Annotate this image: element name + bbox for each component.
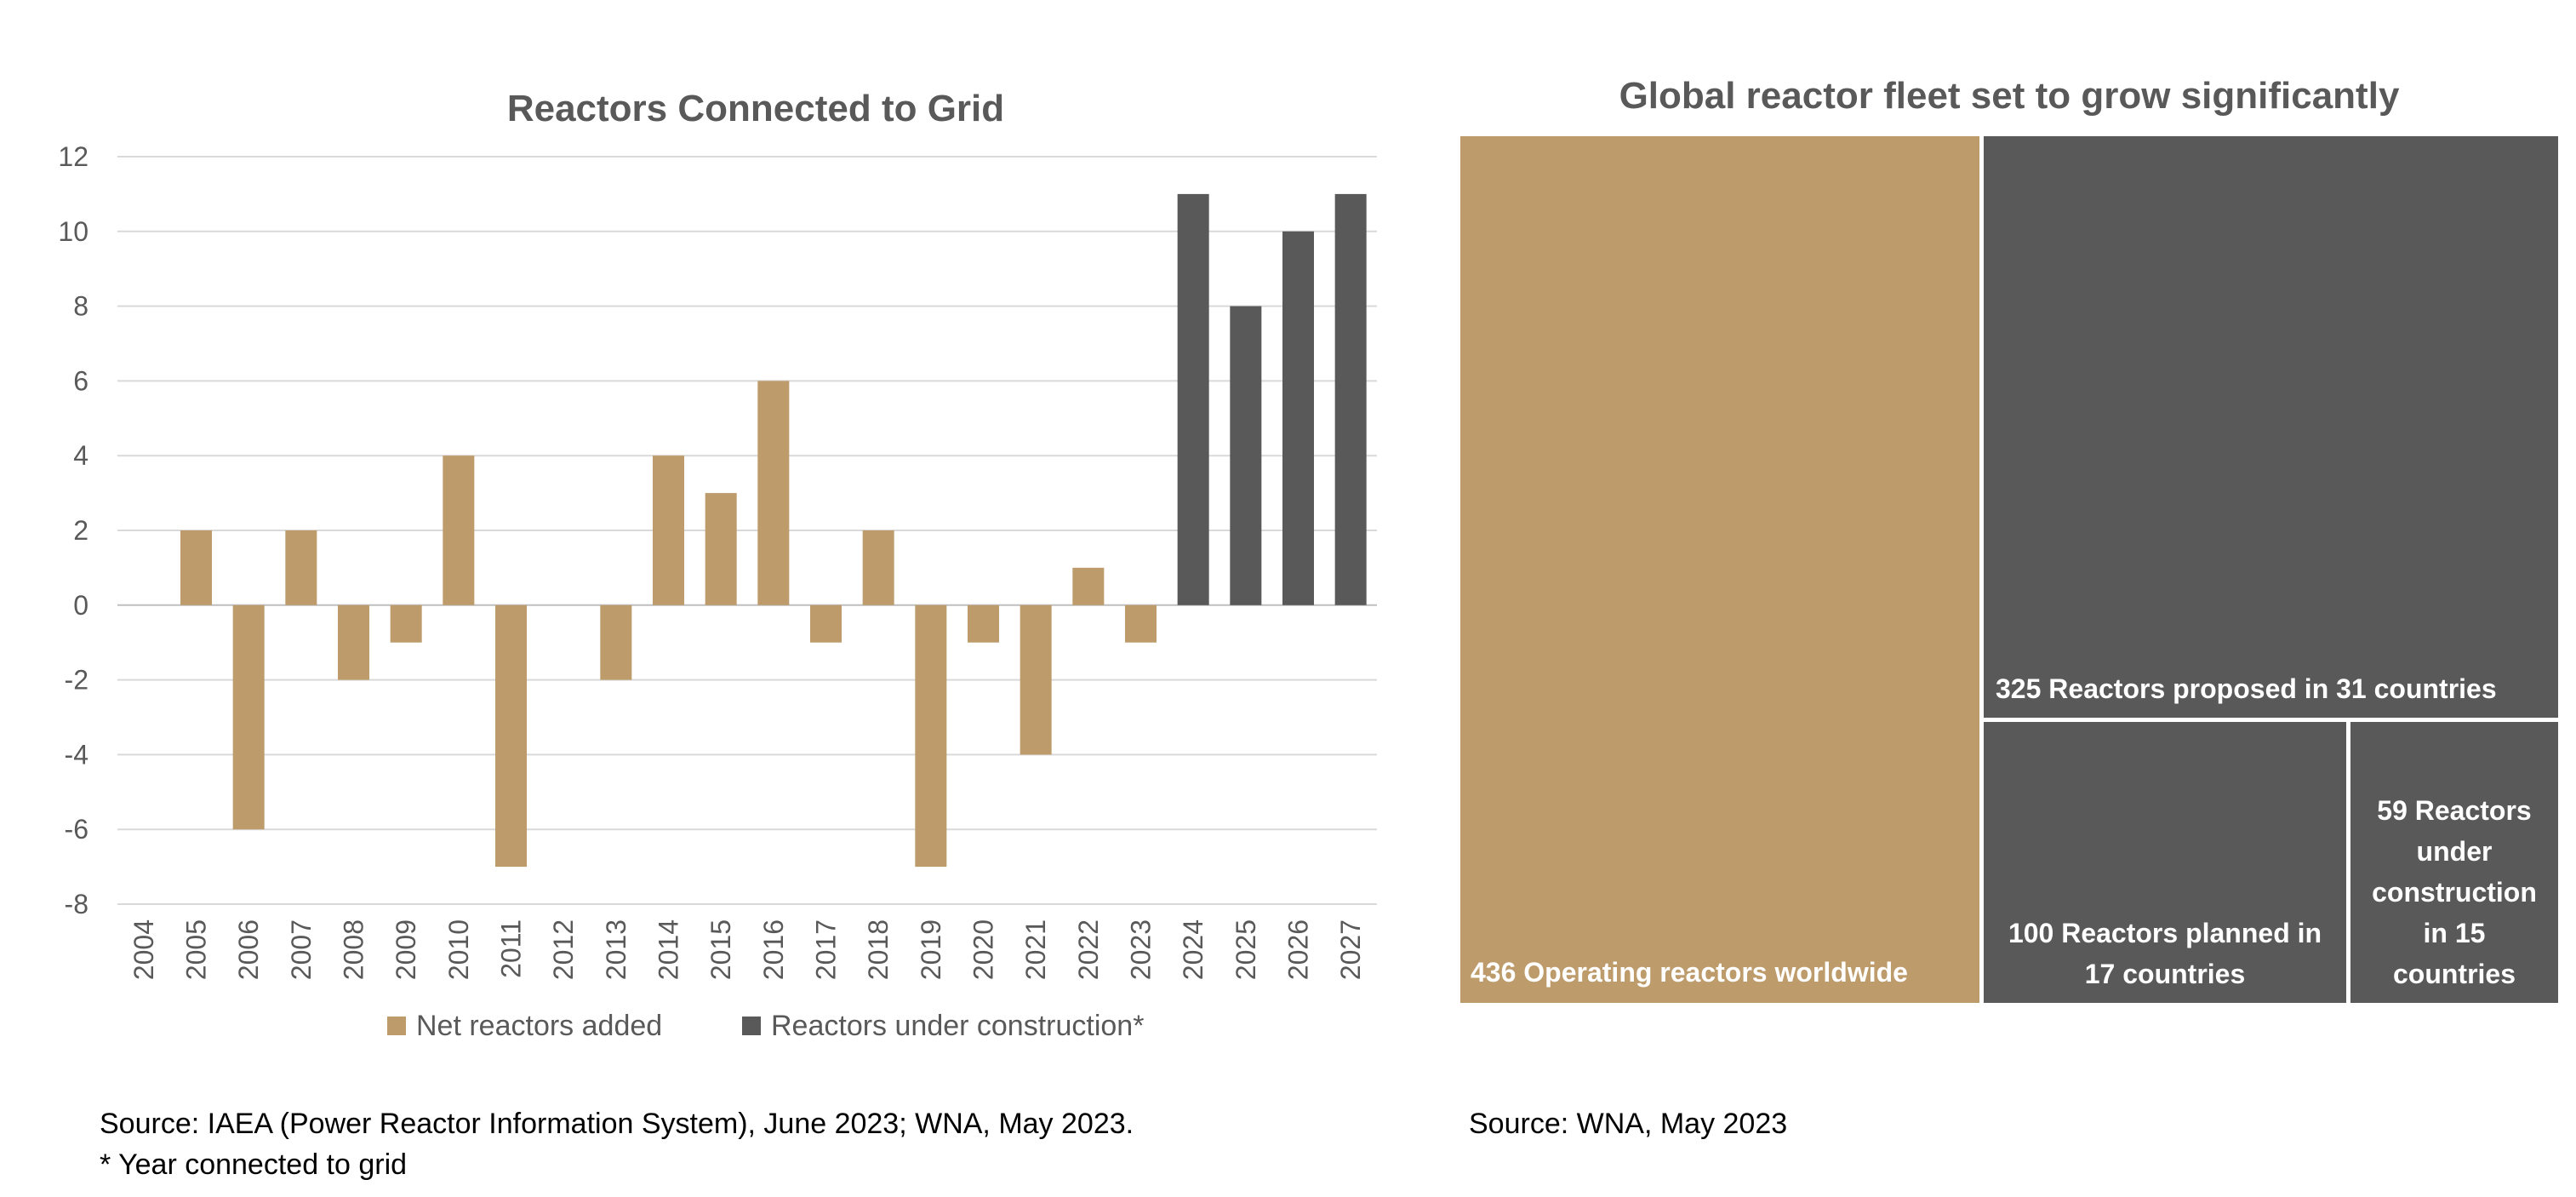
bar-net-added-2021 bbox=[1020, 604, 1052, 755]
treemap-title: Global reactor fleet set to grow signifi… bbox=[1619, 75, 2400, 117]
tile-proposed-label: 325 Reactors proposed in 31 countries bbox=[1996, 673, 2497, 704]
y-tick-label: 6 bbox=[73, 365, 89, 396]
x-tick-label: 2018 bbox=[863, 919, 894, 980]
bar-under-construction-2026 bbox=[1282, 231, 1314, 605]
y-tick-label: 0 bbox=[73, 590, 89, 621]
bar-net-added-2007 bbox=[285, 530, 317, 605]
x-tick-label: 2005 bbox=[181, 919, 212, 980]
x-tick-label: 2024 bbox=[1178, 919, 1208, 980]
x-tick-label: 2020 bbox=[968, 919, 999, 980]
x-tick-label: 2025 bbox=[1231, 919, 1261, 980]
tile-operating-reactors: 436 Operating reactors worldwide bbox=[1460, 136, 1979, 1003]
tile-construction-label: 59 Reactors under construction in 15 cou… bbox=[2372, 795, 2537, 989]
x-tick-label: 2014 bbox=[654, 919, 684, 980]
bar-net-added-2010 bbox=[443, 455, 475, 605]
source-note-left: Source: IAEA (Power Reactor Information … bbox=[100, 1103, 1134, 1185]
legend-swatch bbox=[387, 1017, 406, 1035]
y-tick-label: 4 bbox=[73, 440, 89, 471]
bar-net-added-2013 bbox=[600, 604, 632, 680]
bar-net-added-2023 bbox=[1125, 604, 1157, 643]
x-tick-label: 2027 bbox=[1335, 919, 1366, 980]
x-tick-label: 2019 bbox=[916, 919, 946, 980]
legend: Net reactors added Reactors under constru… bbox=[387, 1010, 1144, 1042]
tile-under-construction: 59 Reactors under construction in 15 cou… bbox=[2350, 722, 2558, 1003]
bar-net-added-2011 bbox=[495, 604, 527, 868]
x-tick-label: 2016 bbox=[758, 919, 789, 980]
y-tick-label: 12 bbox=[58, 141, 89, 172]
tile-planned-reactors: 100 Reactors planned in 17 countries bbox=[1984, 722, 2346, 1003]
legend-label: Reactors under construction* bbox=[771, 1010, 1144, 1042]
x-tick-label: 2021 bbox=[1020, 919, 1051, 980]
bar-net-added-2006 bbox=[232, 604, 265, 830]
reactors-connected-chart: Reactors Connected to Grid 12 10 8 6 4 2 0 -2 -4… bbox=[58, 88, 1377, 1042]
y-tick-label: -2 bbox=[65, 665, 89, 696]
x-tick-label: 2015 bbox=[705, 919, 736, 980]
bar-net-added-2014 bbox=[653, 455, 684, 605]
bar-net-added-2020 bbox=[968, 604, 999, 643]
x-tick-label: 2011 bbox=[496, 919, 527, 978]
bar-net-added-2019 bbox=[915, 604, 947, 868]
x-tick-label: 2007 bbox=[286, 919, 317, 980]
legend-swatch bbox=[742, 1017, 761, 1035]
bar-net-added-2022 bbox=[1072, 567, 1105, 605]
y-tick-label: -4 bbox=[65, 739, 89, 770]
y-tick-label: 10 bbox=[58, 216, 89, 247]
y-axis-ticks: 12 10 8 6 4 2 0 -2 -4 -6 -8 bbox=[58, 141, 89, 919]
source-left-line1: Source: IAEA (Power Reactor Information … bbox=[100, 1108, 1134, 1140]
x-tick-label: 2012 bbox=[548, 919, 579, 980]
x-axis-ticks: 2004 2005 2006 2007 2008 2009 2010 2011 2012 2013… bbox=[129, 919, 1366, 980]
tile-proposed-reactors: 325 Reactors proposed in 31 countries bbox=[1984, 136, 2558, 718]
source-note-right: Source: WNA, May 2023 bbox=[1469, 1108, 1788, 1140]
tile-operating-label: 436 Operating reactors worldwide bbox=[1471, 957, 1908, 988]
x-tick-label: 2010 bbox=[443, 919, 474, 980]
x-tick-label: 2026 bbox=[1283, 919, 1314, 980]
bar-net-added-2016 bbox=[757, 381, 790, 605]
y-tick-label: 8 bbox=[73, 291, 89, 322]
bar-net-added-2015 bbox=[705, 493, 737, 605]
x-tick-label: 2004 bbox=[129, 919, 159, 980]
bar-net-added-2009 bbox=[390, 604, 422, 643]
x-tick-label: 2008 bbox=[339, 919, 369, 980]
tile-planned-label: 100 Reactors planned in 17 countries bbox=[2008, 918, 2322, 989]
bar-under-construction-2025 bbox=[1230, 306, 1262, 605]
y-tick-label: 2 bbox=[73, 515, 89, 546]
bar-net-added-2005 bbox=[180, 530, 212, 605]
x-tick-label: 2006 bbox=[233, 919, 264, 980]
legend-label: Net reactors added bbox=[416, 1010, 662, 1042]
x-tick-label: 2023 bbox=[1126, 919, 1157, 980]
x-tick-label: 2013 bbox=[601, 919, 631, 980]
bar-net-added-2017 bbox=[810, 604, 842, 643]
bar-under-construction-2027 bbox=[1334, 193, 1367, 605]
bar-chart-title: Reactors Connected to Grid bbox=[507, 88, 1004, 129]
y-tick-label: -8 bbox=[65, 889, 89, 919]
bars bbox=[180, 193, 1367, 868]
reactor-fleet-treemap: 436 Operating reactors worldwide 325 Rea… bbox=[1460, 136, 2558, 1003]
x-tick-label: 2017 bbox=[811, 919, 842, 980]
source-left-line2: * Year connected to grid bbox=[100, 1148, 408, 1181]
y-tick-label: -6 bbox=[65, 814, 89, 845]
gridlines bbox=[117, 156, 1377, 905]
bar-net-added-2018 bbox=[862, 530, 894, 605]
bar-under-construction-2024 bbox=[1177, 193, 1209, 605]
bar-net-added-2008 bbox=[338, 604, 369, 680]
x-tick-label: 2022 bbox=[1073, 919, 1104, 980]
x-tick-label: 2009 bbox=[391, 919, 421, 980]
